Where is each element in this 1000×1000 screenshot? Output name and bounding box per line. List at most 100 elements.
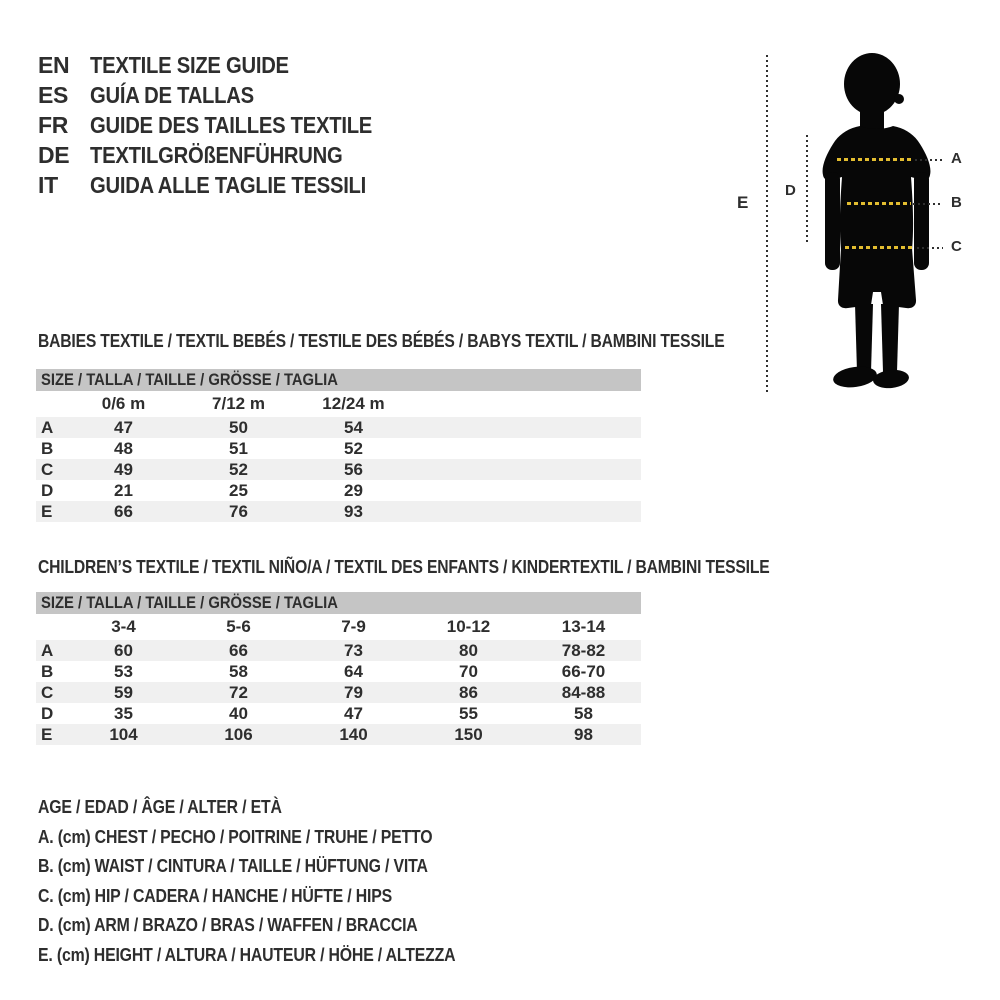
table-row: D 21 25 29 xyxy=(36,480,641,501)
lang-row-it: IT GUIDA ALLE TAGLIE TESSILI xyxy=(38,170,411,200)
cell: 51 xyxy=(229,438,248,458)
col-header: 12/24 m xyxy=(322,394,385,413)
arm-measure-line xyxy=(806,135,808,243)
cell: 76 xyxy=(229,501,248,521)
children-size-table: SIZE / TALLA / TAILLE / GRÖSSE / TAGLIA … xyxy=(36,592,641,745)
table-row: E 66 76 93 xyxy=(36,501,641,522)
legend-hip-line: C. (cm) HIP / CADERA / HANCHE / HÜFTE / … xyxy=(38,885,392,906)
table-row: B 48 51 52 xyxy=(36,438,641,459)
children-section-title: CHILDREN’S TEXTILE / TEXTIL NIÑO/A / TEX… xyxy=(38,557,770,577)
cell: 29 xyxy=(344,480,363,500)
cell: 66 xyxy=(229,640,248,660)
cell: 93 xyxy=(344,501,363,521)
cell: 40 xyxy=(229,703,248,723)
row-label: C xyxy=(41,459,54,479)
cell: 50 xyxy=(229,417,248,437)
table-row: D 35 40 47 55 58 xyxy=(36,703,641,724)
cell: 98 xyxy=(574,724,593,744)
legend-arm-line: D. (cm) ARM / BRAZO / BRAS / WAFFEN / BR… xyxy=(38,915,418,936)
row-label: B xyxy=(41,661,54,681)
babies-size-table: SIZE / TALLA / TAILLE / GRÖSSE / TAGLIA … xyxy=(36,369,641,522)
cell: 86 xyxy=(459,682,478,702)
col-header: 7-9 xyxy=(341,617,366,636)
cell: 21 xyxy=(114,480,133,500)
cell: 52 xyxy=(344,438,363,458)
cell: 53 xyxy=(114,661,133,681)
hip-label: C xyxy=(951,238,962,255)
cell: 52 xyxy=(229,459,248,479)
table-row: A 47 50 54 xyxy=(36,417,641,438)
col-header: 5-6 xyxy=(226,617,251,636)
col-header: 13-14 xyxy=(561,617,606,636)
legend-waist-line: B. (cm) WAIST / CINTURA / TAILLE / HÜFTU… xyxy=(38,856,428,877)
lang-title: TEXTILE SIZE GUIDE xyxy=(90,51,289,78)
height-measure-line xyxy=(766,55,768,393)
cell: 66 xyxy=(114,501,133,521)
cell: 84-88 xyxy=(561,682,606,702)
legend-height-line: E. (cm) HEIGHT / ALTURA / HAUTEUR / HÖHE… xyxy=(38,944,456,965)
col-header: 7/12 m xyxy=(212,394,265,413)
cell: 104 xyxy=(109,724,138,744)
row-label: A xyxy=(41,417,54,437)
row-label: A xyxy=(41,640,54,660)
cell: 70 xyxy=(459,661,478,681)
measurement-legend: AGE / EDAD / ÂGE / ALTER / ETÀ A. (cm) C… xyxy=(38,793,512,970)
lang-code: ES xyxy=(38,81,69,108)
row-label: E xyxy=(41,501,53,521)
cell: 64 xyxy=(344,661,363,681)
height-label: E xyxy=(737,193,749,212)
lang-row-es: ES GUÍA DE TALLAS xyxy=(38,80,411,110)
cell: 72 xyxy=(229,682,248,702)
lang-title: GUÍA DE TALLAS xyxy=(90,81,254,108)
waist-measure-leader xyxy=(913,203,943,205)
waist-measure-dash xyxy=(847,202,911,205)
lang-row-en: EN TEXTILE SIZE GUIDE xyxy=(38,50,411,80)
legend-age-line: AGE / EDAD / ÂGE / ALTER / ETÀ xyxy=(38,797,282,818)
cell: 35 xyxy=(114,703,133,723)
babies-table-header-bar: SIZE / TALLA / TAILLE / GRÖSSE / TAGLIA xyxy=(36,369,641,391)
children-table-header-bar: SIZE / TALLA / TAILLE / GRÖSSE / TAGLIA xyxy=(36,592,641,614)
babies-column-headers: 0/6 m 7/12 m 12/24 m xyxy=(36,391,641,417)
cell: 49 xyxy=(114,459,133,479)
cell: 79 xyxy=(344,682,363,702)
lang-code: EN xyxy=(38,51,70,78)
row-label: D xyxy=(41,703,54,723)
col-header: 0/6 m xyxy=(101,394,146,413)
chest-label: A xyxy=(951,150,962,167)
table-row: C 49 52 56 xyxy=(36,459,641,480)
hip-measure-dash xyxy=(845,246,915,249)
cell: 60 xyxy=(114,640,133,660)
cell: 47 xyxy=(344,703,363,723)
cell: 80 xyxy=(459,640,478,660)
cell: 58 xyxy=(574,703,593,723)
language-title-list: EN TEXTILE SIZE GUIDE ES GUÍA DE TALLAS … xyxy=(38,50,411,200)
lang-code: FR xyxy=(38,111,69,138)
size-header-label: SIZE / TALLA / TAILLE / GRÖSSE / TAGLIA xyxy=(41,593,338,612)
row-label: C xyxy=(41,682,54,702)
table-row: B 53 58 64 70 66-70 xyxy=(36,661,641,682)
lang-code: DE xyxy=(38,141,70,168)
row-label: E xyxy=(41,724,53,744)
cell: 54 xyxy=(344,417,363,437)
cell: 56 xyxy=(344,459,363,479)
arm-label: D xyxy=(785,182,796,199)
cell: 58 xyxy=(229,661,248,681)
col-header: 3-4 xyxy=(111,617,136,636)
lang-title: TEXTILGRÖßENFÜHRUNG xyxy=(90,141,343,168)
table-row: C 59 72 79 86 84-88 xyxy=(36,682,641,703)
children-column-headers: 3-4 5-6 7-9 10-12 13-14 xyxy=(36,614,641,640)
size-header-label: SIZE / TALLA / TAILLE / GRÖSSE / TAGLIA xyxy=(41,370,338,389)
lang-code: IT xyxy=(38,171,58,198)
waist-label: B xyxy=(951,194,962,211)
chest-measure-leader xyxy=(915,159,943,161)
table-row: E 104 106 140 150 98 xyxy=(36,724,641,745)
lang-title: GUIDA ALLE TAGLIE TESSILI xyxy=(90,171,367,198)
row-label: D xyxy=(41,480,54,500)
table-row: A 60 66 73 80 78-82 xyxy=(36,640,641,661)
cell: 47 xyxy=(114,417,133,437)
cell: 78-82 xyxy=(561,640,606,660)
cell: 150 xyxy=(454,724,483,744)
cell: 73 xyxy=(344,640,363,660)
row-label: B xyxy=(41,438,54,458)
